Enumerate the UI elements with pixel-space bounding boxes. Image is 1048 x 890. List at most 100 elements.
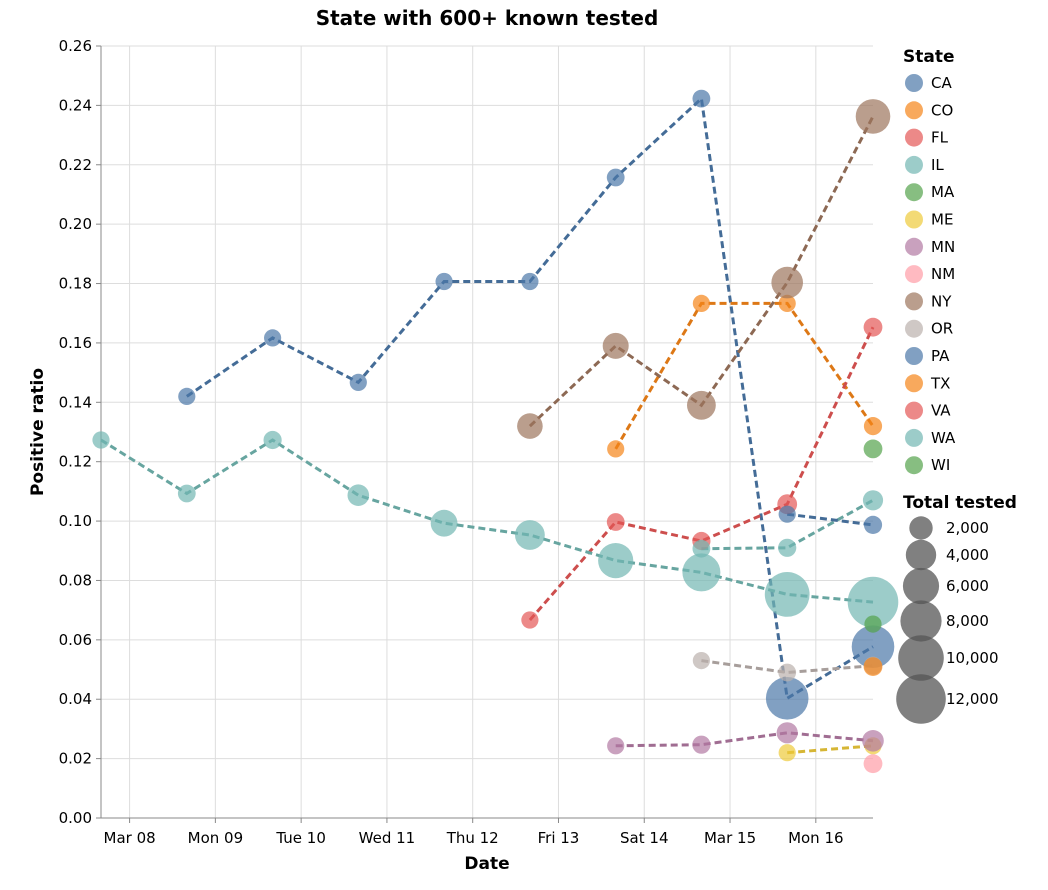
size-legend-label: 8,000 — [946, 612, 989, 630]
y-tick-label: 0.20 — [59, 215, 92, 233]
y-tick-label: 0.04 — [59, 690, 92, 708]
data-point-wa — [515, 520, 545, 550]
y-tick-label: 0.06 — [59, 631, 92, 649]
data-point-or — [692, 652, 711, 670]
y-axis-title: Positive ratio — [28, 368, 48, 496]
size-legend-circle — [898, 635, 944, 681]
data-point-wi — [864, 615, 882, 633]
color-legend-items: CA CO FL IL MA ME MN NM NY OR PA TX VA WA WI — [905, 74, 956, 475]
data-point-ny — [771, 266, 803, 299]
legend-swatch-wi — [905, 456, 923, 475]
size-legend-label: 12,000 — [946, 690, 999, 708]
legend-label-co: CO — [931, 101, 953, 119]
data-point-co — [863, 417, 883, 436]
y-tick-label: 0.26 — [59, 37, 92, 55]
data-point-ca — [851, 625, 895, 668]
size-legend-label: 2,000 — [946, 519, 989, 537]
size-legend-circle — [900, 600, 942, 642]
series-line-fl — [528, 326, 875, 621]
data-point-fl — [606, 513, 625, 531]
x-tick-label: Fri 13 — [538, 829, 580, 847]
size-legend-circle — [896, 674, 946, 724]
data-point-ca — [435, 272, 453, 291]
data-point-il — [862, 490, 884, 511]
legend-swatch-tx — [905, 374, 923, 393]
series-line-mn — [615, 731, 874, 748]
size-legend-circle — [909, 516, 933, 540]
data-point-ny — [687, 390, 716, 420]
size-legend-label: 10,000 — [946, 649, 999, 667]
series-lines — [100, 95, 875, 755]
legend-label-va: VA — [931, 402, 951, 420]
y-tick-label: 0.14 — [59, 393, 92, 411]
legend-swatch-me — [905, 210, 923, 229]
legend-label-mn: MN — [931, 238, 955, 256]
x-tick-label: Mar 15 — [704, 829, 756, 847]
legend-swatch-ca — [905, 74, 923, 92]
legend-swatch-va — [905, 401, 923, 420]
size-legend-title: Total tested — [903, 493, 1017, 513]
size-legend-items: 2,000 4,000 6,000 8,000 10,000 12,000 — [896, 516, 999, 724]
gridlines — [101, 45, 873, 819]
data-point-wa — [430, 509, 458, 537]
legend-label-wa: WA — [931, 429, 956, 447]
y-tick-label: 0.08 — [59, 571, 92, 589]
legend-swatch-fl — [905, 128, 923, 147]
data-point-wa — [347, 484, 370, 507]
data-point-ny — [855, 99, 891, 134]
data-point-ca — [264, 329, 282, 347]
y-tick-label: 0.22 — [59, 156, 92, 174]
x-tick-label: Wed 11 — [359, 829, 416, 847]
data-point-il — [778, 538, 797, 557]
data-point-wa — [92, 431, 110, 449]
legend-label-il: IL — [931, 156, 944, 174]
y-tick-label: 0.12 — [59, 453, 92, 471]
data-point-mn — [607, 737, 625, 755]
data-point-ca — [765, 677, 809, 720]
data-point-fl — [863, 317, 883, 337]
size-legend-circle — [905, 539, 937, 571]
legend-label-wi: WI — [931, 456, 950, 474]
x-tick-label: Sat 14 — [620, 829, 668, 847]
legend-label-ca: CA — [931, 74, 952, 92]
legend-swatch-mn — [905, 237, 923, 256]
data-point-ca — [606, 168, 625, 187]
size-legend-circle — [902, 567, 940, 605]
y-tick-label: 0.24 — [59, 96, 92, 114]
data-point-pa — [863, 515, 883, 535]
data-point-me — [778, 744, 796, 762]
x-tick-label: Tue 10 — [275, 829, 325, 847]
legend-swatch-il — [905, 155, 923, 174]
legend-swatch-co — [905, 101, 923, 120]
data-point-co — [692, 294, 711, 312]
data-point-mn — [692, 735, 711, 754]
size-legend-label: 4,000 — [946, 546, 989, 564]
y-tick-label: 0.16 — [59, 334, 92, 352]
data-point-ca — [692, 89, 711, 108]
legend-label-tx: TX — [930, 374, 950, 392]
data-point-ma — [863, 439, 883, 459]
data-point-mn — [862, 730, 884, 752]
series-line-ny — [528, 115, 875, 428]
legend-label-nm: NM — [931, 265, 955, 283]
data-point-tx — [863, 657, 883, 676]
data-point-fl — [521, 611, 539, 629]
data-point-mn — [776, 722, 798, 744]
data-point-wa — [764, 572, 810, 617]
data-point-wa — [682, 553, 721, 592]
color-legend-title: State — [903, 47, 955, 67]
legend-swatch-ny — [905, 292, 923, 311]
x-tick-label: Thu 12 — [446, 829, 499, 847]
legend-label-fl: FL — [931, 129, 949, 147]
y-tick-label: 0.00 — [59, 809, 92, 827]
data-point-ca — [178, 387, 196, 405]
data-point-co — [607, 440, 625, 458]
data-point-ny — [602, 332, 629, 359]
legend: State CA CO FL IL MA ME MN NM NY OR PA TX VA WA WI Tot… — [896, 47, 1017, 724]
x-tick-label: Mon 09 — [188, 829, 243, 847]
legend-swatch-or — [905, 319, 923, 338]
axes: 0.00 0.02 0.04 0.06 0.08 0.10 0.12 0.14 0.16 0.18… — [59, 37, 873, 847]
series-line-pa — [787, 512, 874, 527]
chart-title: State with 600+ known tested — [316, 6, 659, 30]
